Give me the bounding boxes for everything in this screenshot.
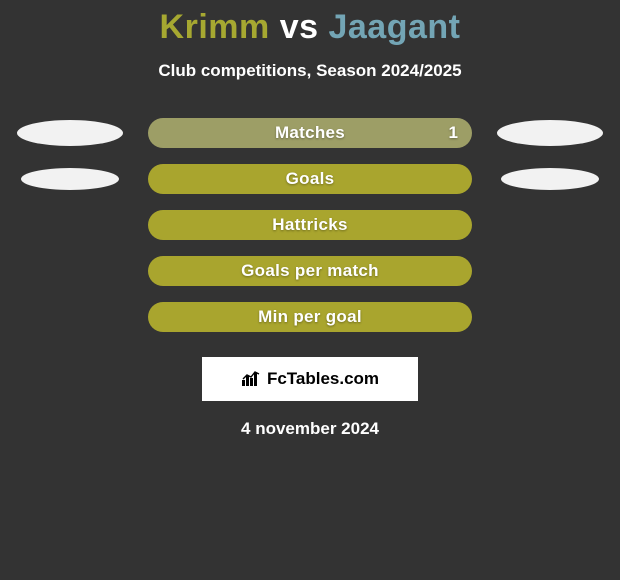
stat-label: Hattricks xyxy=(272,215,347,235)
stat-row-goals: Goals xyxy=(0,163,620,195)
right-value-slot xyxy=(490,120,610,146)
player2-name: Jaagant xyxy=(328,8,460,46)
stat-bar: Matches 1 xyxy=(148,118,472,148)
stat-label: Goals xyxy=(286,169,335,189)
stat-bar: Min per goal xyxy=(148,302,472,332)
stat-row-min-per-goal: Min per goal xyxy=(0,301,620,333)
left-value-slot xyxy=(10,120,130,146)
stat-bar: Hattricks xyxy=(148,210,472,240)
ellipse-placeholder xyxy=(501,168,599,190)
vs-label: vs xyxy=(280,8,319,46)
stat-label: Matches xyxy=(275,123,345,143)
left-value-slot xyxy=(10,168,130,190)
player1-name: Krimm xyxy=(160,8,270,46)
ellipse-placeholder xyxy=(17,120,123,146)
brand-box[interactable]: FcTables.com xyxy=(202,357,418,401)
stats-rows: Matches 1 Goals Hattricks xyxy=(0,117,620,333)
stat-value: 1 xyxy=(449,123,458,143)
stat-label: Goals per match xyxy=(241,261,379,281)
brand-logo: FcTables.com xyxy=(241,369,379,389)
stat-bar: Goals xyxy=(148,164,472,194)
ellipse-placeholder xyxy=(21,168,119,190)
right-value-slot xyxy=(490,168,610,190)
ellipse-placeholder xyxy=(497,120,603,146)
subtitle: Club competitions, Season 2024/2025 xyxy=(158,61,461,81)
date-label: 4 november 2024 xyxy=(241,419,379,439)
stat-row-goals-per-match: Goals per match xyxy=(0,255,620,287)
comparison-card: Krimm vs Jaagant Club competitions, Seas… xyxy=(0,0,620,439)
page-title: Krimm vs Jaagant xyxy=(160,8,461,47)
stat-bar: Goals per match xyxy=(148,256,472,286)
stat-label: Min per goal xyxy=(258,307,362,327)
bar-chart-icon xyxy=(241,370,263,388)
stat-row-matches: Matches 1 xyxy=(0,117,620,149)
stat-row-hattricks: Hattricks xyxy=(0,209,620,241)
brand-text: FcTables.com xyxy=(267,369,379,389)
